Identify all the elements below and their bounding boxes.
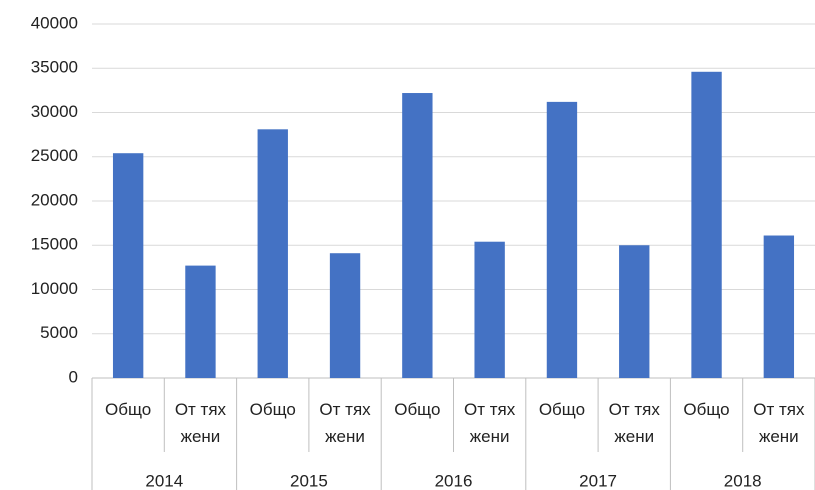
- x-tick-label: От тях жени: [464, 400, 516, 446]
- bar: [185, 265, 216, 378]
- group-label: 2018: [724, 471, 762, 490]
- y-tick-label: 30000: [31, 102, 78, 121]
- group-label: 2016: [435, 471, 473, 490]
- x-tick-label: Общо: [683, 400, 730, 419]
- y-tick-label: 15000: [31, 235, 78, 254]
- x-tick-label: Общо: [105, 400, 152, 419]
- bar: [619, 245, 650, 378]
- bar: [763, 235, 795, 378]
- y-tick-label: 5000: [40, 323, 78, 342]
- y-tick-label: 20000: [31, 190, 78, 209]
- bar: [402, 93, 433, 378]
- y-tick-label: 10000: [31, 279, 78, 298]
- group-label: 2017: [579, 471, 617, 490]
- bar: [329, 253, 361, 378]
- bar: [691, 71, 722, 378]
- x-tick-label: Общо: [249, 400, 296, 419]
- bar: [257, 129, 288, 378]
- bar: [112, 153, 144, 378]
- group-label: 2015: [290, 471, 328, 490]
- bar: [546, 101, 578, 378]
- x-tick-label: От тях жени: [174, 400, 227, 446]
- group-label: 2014: [145, 471, 183, 490]
- y-tick-label: 25000: [31, 146, 78, 165]
- x-tick-label: Общо: [538, 400, 586, 419]
- x-tick-label: От тях жени: [608, 400, 660, 446]
- y-tick-label: 40000: [31, 13, 78, 32]
- x-tick-label: От тях жени: [319, 400, 371, 446]
- y-tick-label: 0: [69, 367, 78, 386]
- y-tick-label: 35000: [31, 58, 78, 77]
- bar: [474, 241, 505, 378]
- x-tick-label: От тях жени: [753, 400, 805, 446]
- x-tick-label: Общо: [394, 400, 441, 419]
